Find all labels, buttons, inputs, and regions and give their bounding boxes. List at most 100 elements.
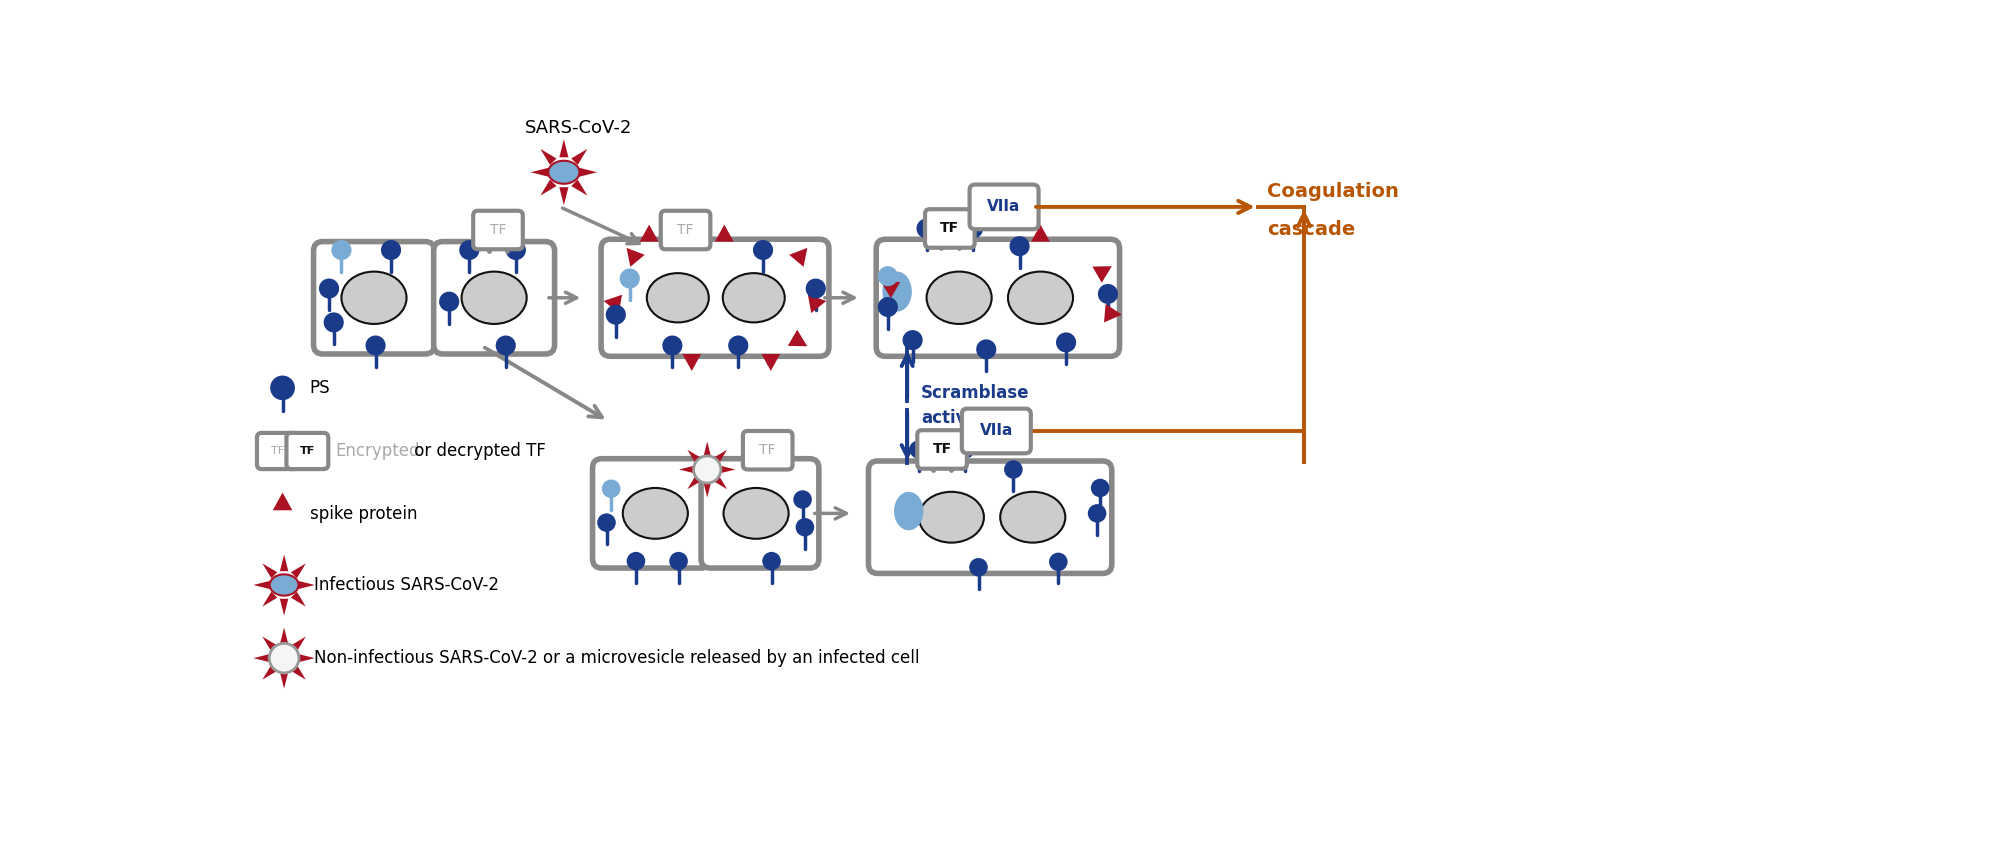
Text: cascade: cascade <box>1266 221 1356 239</box>
Circle shape <box>1056 332 1076 353</box>
Polygon shape <box>626 248 644 267</box>
Polygon shape <box>290 592 306 607</box>
Polygon shape <box>262 592 278 607</box>
Circle shape <box>440 292 460 311</box>
Circle shape <box>878 297 898 317</box>
FancyBboxPatch shape <box>926 209 974 248</box>
Polygon shape <box>560 139 568 157</box>
Polygon shape <box>262 637 278 651</box>
FancyBboxPatch shape <box>868 461 1112 573</box>
Text: TF: TF <box>678 223 694 237</box>
Ellipse shape <box>1000 492 1066 542</box>
Polygon shape <box>290 637 306 651</box>
Polygon shape <box>290 564 306 578</box>
Ellipse shape <box>342 272 406 324</box>
Circle shape <box>694 456 720 483</box>
Polygon shape <box>540 179 556 196</box>
Ellipse shape <box>724 488 788 539</box>
Polygon shape <box>704 442 712 456</box>
Polygon shape <box>530 167 548 177</box>
Text: TF: TF <box>940 221 960 235</box>
FancyBboxPatch shape <box>602 239 828 356</box>
Circle shape <box>324 312 344 332</box>
Circle shape <box>620 269 640 288</box>
FancyBboxPatch shape <box>474 211 522 250</box>
Polygon shape <box>604 295 622 313</box>
Circle shape <box>910 440 928 459</box>
Circle shape <box>670 552 688 571</box>
FancyBboxPatch shape <box>256 433 298 469</box>
Circle shape <box>1004 460 1022 479</box>
FancyBboxPatch shape <box>742 431 792 469</box>
Ellipse shape <box>926 272 992 324</box>
Polygon shape <box>714 475 728 489</box>
Polygon shape <box>762 354 780 371</box>
Ellipse shape <box>918 492 984 542</box>
Circle shape <box>796 518 814 536</box>
Polygon shape <box>682 354 702 371</box>
Circle shape <box>506 240 526 260</box>
Ellipse shape <box>462 272 526 324</box>
Circle shape <box>602 480 620 498</box>
Polygon shape <box>714 450 728 463</box>
Polygon shape <box>280 599 288 615</box>
Circle shape <box>976 340 996 360</box>
Circle shape <box>626 552 646 571</box>
Circle shape <box>270 644 298 673</box>
Polygon shape <box>788 329 808 347</box>
Circle shape <box>878 266 898 287</box>
Circle shape <box>366 335 386 355</box>
Circle shape <box>270 376 294 400</box>
Polygon shape <box>572 179 588 196</box>
FancyBboxPatch shape <box>660 211 710 250</box>
Polygon shape <box>262 665 278 680</box>
Polygon shape <box>560 187 568 205</box>
Text: PS: PS <box>310 379 330 397</box>
Circle shape <box>460 240 480 260</box>
Circle shape <box>1088 505 1106 523</box>
Polygon shape <box>578 167 598 177</box>
Circle shape <box>380 240 402 260</box>
FancyBboxPatch shape <box>702 459 818 568</box>
Polygon shape <box>280 672 288 689</box>
FancyBboxPatch shape <box>970 184 1038 229</box>
Text: VIIa: VIIa <box>988 199 1020 214</box>
Polygon shape <box>290 665 306 680</box>
Polygon shape <box>790 248 808 267</box>
Text: Infectious SARS-CoV-2: Infectious SARS-CoV-2 <box>314 576 498 594</box>
Polygon shape <box>1092 266 1112 283</box>
Polygon shape <box>1032 225 1050 242</box>
Circle shape <box>1010 236 1030 257</box>
Polygon shape <box>640 225 658 242</box>
Circle shape <box>970 558 988 577</box>
FancyBboxPatch shape <box>876 239 1120 356</box>
Ellipse shape <box>722 273 784 323</box>
Polygon shape <box>688 450 700 463</box>
Text: spike protein: spike protein <box>310 505 418 523</box>
Circle shape <box>902 330 922 350</box>
Text: TF: TF <box>300 446 314 456</box>
Circle shape <box>806 279 826 299</box>
Circle shape <box>728 335 748 355</box>
Polygon shape <box>280 554 288 571</box>
Circle shape <box>956 440 974 459</box>
Polygon shape <box>680 466 694 474</box>
Text: SARS-CoV-2: SARS-CoV-2 <box>526 119 632 137</box>
Polygon shape <box>572 149 588 165</box>
Ellipse shape <box>646 273 708 323</box>
Text: TF: TF <box>490 223 506 237</box>
Polygon shape <box>808 295 826 313</box>
Circle shape <box>964 219 984 239</box>
Ellipse shape <box>270 574 298 595</box>
Text: Encrypted: Encrypted <box>336 442 420 460</box>
Circle shape <box>662 335 682 355</box>
Polygon shape <box>1104 304 1122 323</box>
Polygon shape <box>298 581 314 589</box>
Circle shape <box>496 335 516 355</box>
Circle shape <box>606 305 626 324</box>
Ellipse shape <box>1008 272 1074 324</box>
FancyBboxPatch shape <box>918 430 966 468</box>
Text: Coagulation: Coagulation <box>1266 182 1398 201</box>
Ellipse shape <box>548 160 580 184</box>
Polygon shape <box>280 628 288 644</box>
